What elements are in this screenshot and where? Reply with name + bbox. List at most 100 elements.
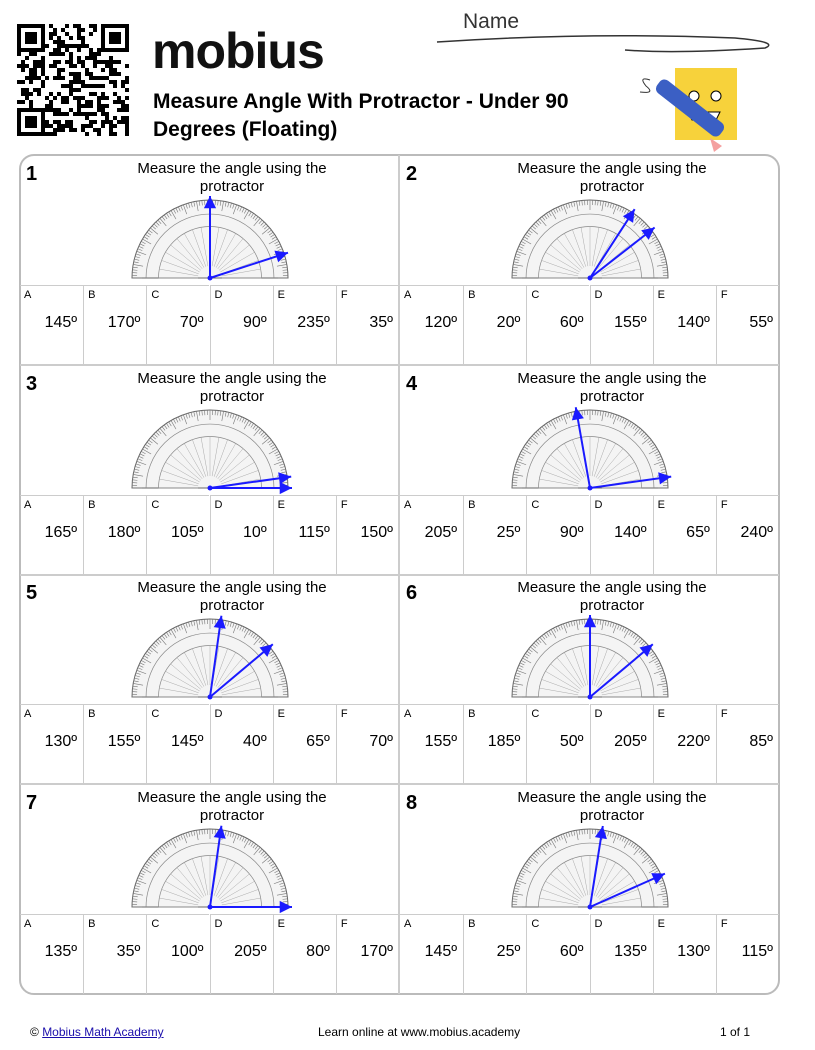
answer-option: F 170º (335, 913, 399, 994)
protractor-tick (661, 470, 667, 473)
qr-module (29, 76, 33, 80)
option-value: 205º (424, 523, 458, 541)
qr-module (37, 48, 41, 52)
protractor-tick (660, 677, 666, 680)
qr-module (109, 48, 113, 52)
answer-option: A 145º (20, 285, 84, 365)
protractor-tick (633, 846, 641, 855)
qr-module (117, 120, 121, 124)
option-value: 135º (614, 942, 647, 960)
protractor-tick (175, 417, 179, 423)
protractor-arc (145, 632, 275, 698)
protractor-tick (548, 840, 552, 845)
option-letter: B (468, 498, 476, 511)
protractor-tick (619, 206, 622, 212)
protractor-tick (170, 210, 177, 220)
protractor-tick (630, 632, 634, 637)
qr-module (77, 24, 81, 28)
protractor-ray (184, 652, 205, 687)
qr-module (29, 24, 33, 28)
protractor-ray (580, 227, 589, 267)
protractor-tick (150, 856, 159, 864)
protractor-tick (239, 416, 242, 421)
protractor-tick (250, 632, 254, 637)
protractor-tick (550, 210, 557, 220)
protractor-tick (258, 638, 263, 643)
protractor-tick (276, 874, 282, 878)
protractor-arc (145, 423, 275, 488)
protractor-tick (597, 409, 599, 415)
qr-module (69, 124, 73, 128)
protractor-tick (543, 843, 548, 848)
protractor-tick (662, 898, 668, 900)
answer-option: E 220º (652, 704, 716, 784)
qr-module (57, 48, 61, 52)
protractor-tick (601, 201, 604, 212)
protractor-tick (640, 431, 645, 436)
vertex (587, 694, 593, 700)
qr-module (29, 80, 33, 84)
qr-module (21, 48, 25, 52)
protractor (131, 196, 289, 281)
protractor-ray (159, 687, 199, 696)
protractor-tick (273, 670, 284, 675)
qr-module (57, 52, 61, 56)
protractor-tick (145, 862, 150, 866)
qr-module (125, 104, 129, 108)
answer-option: B 20º (463, 285, 527, 365)
arrow-head (213, 825, 226, 839)
protractor-tick (132, 685, 138, 688)
qr-module (81, 60, 85, 64)
qr-module (57, 92, 61, 96)
protractor-tick (281, 470, 287, 473)
qr-module (25, 124, 29, 128)
qr-module (25, 120, 29, 124)
protractor-tick (132, 688, 138, 690)
protractor-tick (142, 867, 152, 873)
protractor-ray (541, 888, 579, 903)
qr-module (101, 124, 105, 128)
protractor-tick (604, 201, 607, 207)
option-letter: D (214, 708, 223, 720)
footer-link[interactable]: Mobius Math Academy (42, 1025, 164, 1039)
protractor-tick (153, 642, 158, 647)
answer-option: F 85º (715, 704, 779, 784)
protractor-tick (634, 216, 639, 221)
qr-module (25, 32, 29, 36)
protractor-tick (651, 864, 657, 869)
qr-module (109, 68, 113, 72)
qr-module (89, 24, 93, 28)
option-value: 35º (369, 314, 393, 331)
qr-module (105, 76, 109, 80)
protractor-tick (248, 630, 252, 636)
qr-module (93, 84, 97, 88)
protractor-tick (581, 409, 583, 415)
qr-module (89, 124, 93, 128)
protractor-tick (514, 884, 520, 887)
protractor-tick (161, 844, 166, 850)
qr-module (85, 132, 89, 136)
protractor-tick (153, 223, 158, 228)
protractor-tick (656, 665, 662, 668)
answer-option: A 120º (400, 285, 464, 365)
protractor-ray (556, 657, 583, 688)
qr-module (25, 116, 29, 120)
protractor-tick (190, 830, 193, 836)
qr-module (77, 72, 81, 76)
protractor-tick (621, 626, 625, 632)
protractor-ray (572, 439, 587, 477)
protractor-ray (211, 227, 220, 267)
protractor-tick (648, 650, 654, 655)
protractor-tick (657, 458, 663, 461)
qr-module (33, 116, 37, 120)
protractor-tick (531, 854, 536, 858)
qr-module (61, 96, 65, 100)
protractor-tick (229, 831, 232, 837)
qr-module (109, 32, 113, 36)
protractor-tick (514, 465, 520, 468)
protractor-tick (173, 837, 176, 843)
protractor-tick (546, 213, 550, 218)
protractor (511, 825, 669, 909)
vertex (587, 904, 593, 909)
qr-module (69, 128, 73, 132)
